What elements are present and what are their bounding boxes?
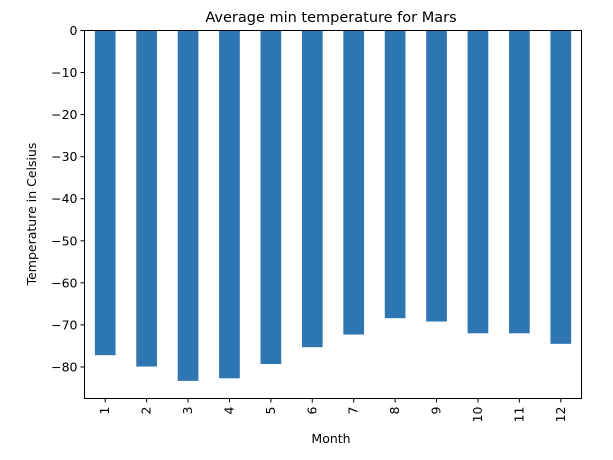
x-axis: 1 2 3 4 5 6 7 8 9 10 11 12	[97, 398, 568, 423]
bar-month-6	[301, 30, 323, 348]
bars-group	[94, 30, 572, 381]
x-tick-label: 9	[429, 406, 444, 414]
bar-month-11	[509, 30, 530, 334]
y-tick-label: 0	[70, 23, 78, 38]
bar-month-5	[260, 30, 282, 365]
bar-month-3	[177, 30, 199, 381]
y-tick-label: −30	[51, 149, 77, 164]
x-tick-label: 4	[221, 406, 236, 414]
y-tick-label: −10	[51, 65, 77, 80]
bar-month-8	[384, 30, 406, 319]
x-tick-label: 3	[180, 407, 195, 415]
y-tick-label: −70	[51, 317, 77, 332]
x-axis-label: Month	[311, 431, 350, 446]
plot-frame	[84, 30, 582, 399]
x-tick-label: 2	[139, 407, 154, 415]
y-axis-label: Temperature in Celsius	[24, 143, 39, 287]
y-tick-label: −50	[51, 233, 77, 248]
x-tick-label: 6	[304, 406, 319, 414]
y-tick-label: −20	[51, 107, 77, 122]
bar-month-12	[550, 30, 572, 344]
x-tick-label: 1	[97, 407, 112, 415]
x-tick-label: 12	[553, 407, 568, 423]
bar-month-4	[219, 30, 240, 379]
x-tick-label: 7	[346, 407, 361, 415]
chart-title: Average min temperature for Mars	[205, 10, 456, 26]
y-tick-label: −40	[51, 191, 77, 206]
bar-month-7	[343, 30, 365, 335]
x-tick-label: 5	[263, 407, 278, 415]
y-tick-label: −60	[51, 275, 77, 290]
y-axis: 0 −10 −20 −30 −40 −50 −60 −70 −80	[51, 23, 85, 374]
bar-month-2	[136, 30, 157, 367]
x-tick-label: 8	[387, 406, 402, 414]
x-tick-label: 11	[511, 407, 526, 423]
bar-month-9	[426, 30, 447, 322]
y-tick-label: −80	[51, 359, 77, 374]
bar-month-1	[94, 30, 116, 356]
x-tick-label: 10	[470, 406, 485, 422]
bar-month-10	[467, 30, 489, 334]
